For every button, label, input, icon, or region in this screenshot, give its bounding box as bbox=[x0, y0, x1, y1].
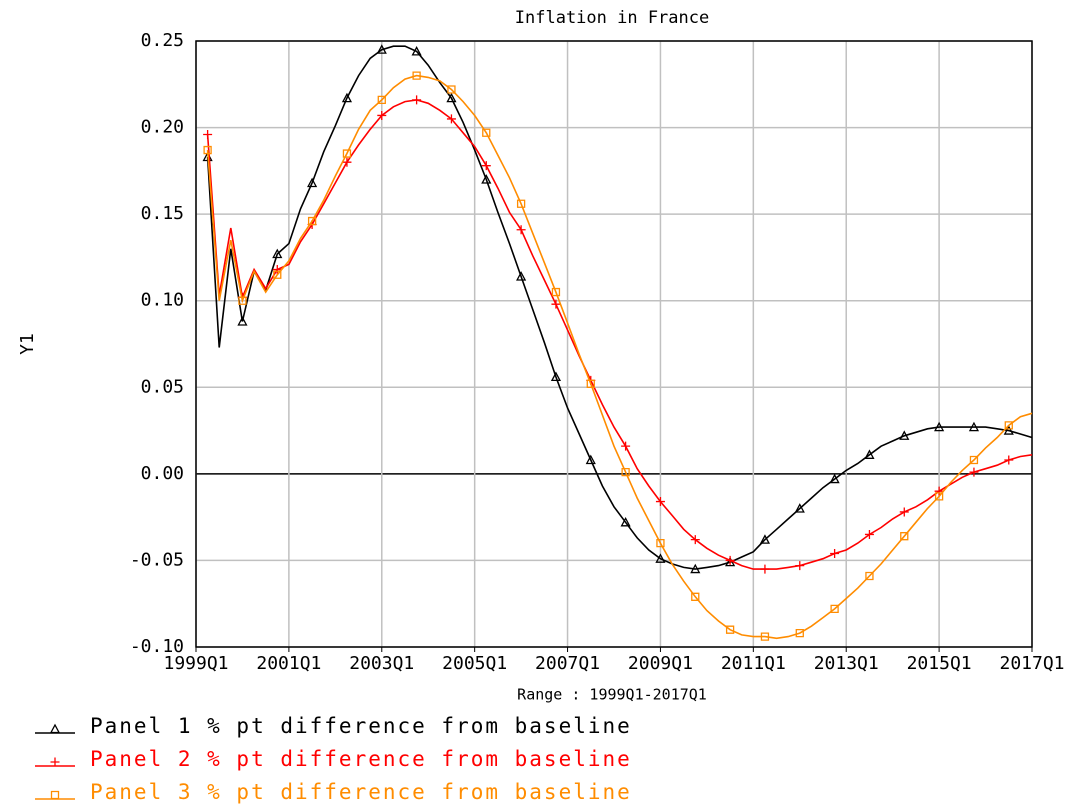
series-line bbox=[206, 74, 1033, 640]
data-point bbox=[377, 110, 387, 120]
data-point bbox=[237, 316, 248, 326]
data-point bbox=[621, 467, 630, 477]
legend-label: Panel 2 % pt difference from baseline bbox=[90, 747, 632, 771]
y-tick-label: 0.00 bbox=[141, 463, 184, 484]
y-tick-label: 0.20 bbox=[141, 117, 184, 138]
y-tick-label: 0.10 bbox=[141, 290, 184, 311]
data-point bbox=[899, 430, 910, 440]
data-point bbox=[516, 225, 526, 235]
legend-marker bbox=[50, 790, 60, 800]
data-point bbox=[585, 454, 596, 465]
x-tick-label: 2009Q1 bbox=[628, 653, 693, 674]
data-point bbox=[760, 632, 770, 641]
data-point bbox=[342, 157, 352, 167]
data-point bbox=[482, 128, 491, 137]
series-line bbox=[206, 99, 1033, 570]
data-point bbox=[272, 265, 282, 275]
y-tick-label: -0.05 bbox=[130, 549, 184, 570]
data-point bbox=[725, 625, 735, 634]
y-tick-label: 0.25 bbox=[141, 30, 184, 51]
data-point bbox=[899, 507, 909, 517]
y-tick-label: -0.10 bbox=[130, 636, 184, 657]
data-point bbox=[481, 174, 492, 184]
data-point bbox=[307, 177, 318, 188]
legend-marker bbox=[49, 723, 61, 734]
data-point bbox=[934, 486, 944, 496]
data-point bbox=[412, 71, 421, 80]
data-point bbox=[934, 492, 944, 501]
legend-label: Panel 3 % pt difference from baseline bbox=[90, 780, 632, 804]
x-tick-label: 1999Q1 bbox=[163, 653, 228, 674]
data-point bbox=[864, 529, 874, 539]
data-point bbox=[412, 95, 422, 105]
data-point bbox=[691, 592, 700, 601]
x-axis-label: Range : 1999Q1-2017Q1 bbox=[517, 686, 707, 704]
data-point bbox=[411, 46, 422, 56]
data-point bbox=[830, 604, 839, 614]
y-axis-label: Y1 bbox=[17, 333, 38, 355]
data-point bbox=[968, 421, 980, 432]
x-tick-label: 2003Q1 bbox=[349, 653, 414, 674]
data-point bbox=[900, 532, 909, 541]
data-point bbox=[203, 145, 212, 155]
data-point bbox=[655, 497, 665, 507]
data-point bbox=[516, 199, 526, 208]
data-point bbox=[1004, 421, 1013, 430]
data-point bbox=[795, 561, 805, 571]
series-line bbox=[206, 45, 1033, 570]
x-tick-label: 2015Q1 bbox=[907, 653, 972, 674]
data-point bbox=[969, 467, 979, 477]
data-point bbox=[690, 535, 700, 545]
data-point bbox=[272, 248, 283, 259]
data-point bbox=[342, 149, 352, 158]
data-point bbox=[203, 129, 213, 139]
data-point bbox=[551, 287, 561, 297]
legend-marker bbox=[50, 757, 60, 767]
x-tick-label: 2017Q1 bbox=[999, 653, 1064, 674]
data-point bbox=[725, 555, 735, 565]
data-point bbox=[830, 549, 840, 559]
data-point bbox=[376, 44, 387, 54]
data-point bbox=[551, 299, 561, 309]
data-point bbox=[516, 271, 527, 281]
data-point bbox=[621, 441, 631, 451]
x-tick-label: 2013Q1 bbox=[814, 653, 879, 674]
data-point bbox=[446, 114, 456, 124]
data-point bbox=[656, 538, 665, 548]
data-point bbox=[690, 563, 701, 574]
data-point bbox=[307, 216, 317, 226]
data-point bbox=[795, 628, 804, 638]
data-point bbox=[864, 449, 875, 459]
data-point bbox=[1004, 455, 1014, 465]
plot-frame bbox=[195, 40, 1033, 648]
x-tick-label: 2007Q1 bbox=[535, 653, 600, 674]
data-point bbox=[238, 296, 247, 305]
data-point bbox=[1003, 425, 1014, 435]
data-point bbox=[934, 421, 945, 432]
x-tick-label: 2005Q1 bbox=[442, 653, 507, 674]
data-point bbox=[794, 503, 805, 513]
data-point bbox=[655, 553, 666, 563]
y-tick-label: 0.15 bbox=[141, 203, 184, 224]
data-point bbox=[377, 95, 386, 105]
data-point bbox=[550, 371, 562, 382]
data-point bbox=[969, 455, 979, 465]
data-point bbox=[586, 379, 595, 388]
data-point bbox=[865, 571, 874, 581]
data-point bbox=[273, 270, 282, 279]
data-point bbox=[446, 92, 457, 103]
x-tick-label: 2011Q1 bbox=[721, 653, 786, 674]
data-point bbox=[447, 85, 456, 94]
data-point bbox=[341, 92, 353, 103]
data-point bbox=[759, 534, 771, 544]
data-point bbox=[620, 516, 631, 527]
data-point bbox=[760, 564, 770, 574]
chart-title: Inflation in France bbox=[515, 8, 709, 28]
data-point bbox=[829, 473, 840, 484]
y-tick-label: 0.05 bbox=[141, 376, 184, 397]
legend-label: Panel 1 % pt difference from baseline bbox=[90, 714, 632, 738]
data-point bbox=[481, 161, 491, 171]
x-tick-label: 2001Q1 bbox=[256, 653, 321, 674]
